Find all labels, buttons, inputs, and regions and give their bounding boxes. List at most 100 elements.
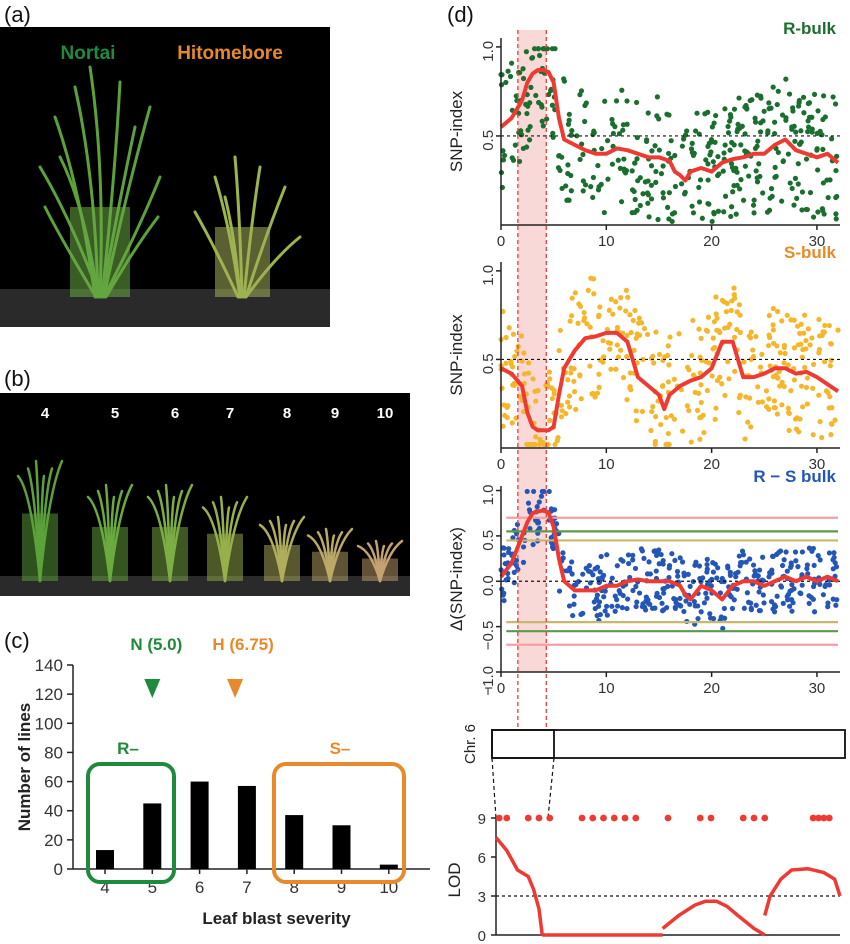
snp-point [568, 370, 574, 376]
snp-point [549, 395, 555, 402]
snp-point [801, 330, 807, 336]
chromosome-label: Chr. 6 [462, 724, 479, 764]
snp-point [798, 128, 804, 134]
snp-point [544, 380, 550, 387]
snp-point [802, 364, 808, 371]
x-tick-label: 20 [703, 456, 720, 473]
snp-point [821, 359, 828, 365]
snp-point [524, 110, 530, 117]
snp-point [704, 387, 710, 394]
snp-point [679, 559, 686, 565]
snp-point [632, 196, 638, 203]
snp-point [728, 307, 734, 314]
snp-point [678, 181, 685, 187]
snp-point [585, 287, 591, 293]
snp-point [750, 202, 757, 208]
snp-point [692, 562, 698, 568]
lod-curve [494, 836, 544, 936]
snp-point [665, 430, 671, 437]
snp-point [726, 118, 733, 124]
snp-point [578, 88, 585, 94]
snp-point [619, 605, 625, 611]
snp-point [614, 603, 621, 609]
snp-point [811, 609, 818, 615]
snp-point [597, 611, 603, 618]
snp-point [696, 326, 702, 332]
snp-point [569, 127, 575, 134]
snp-point [780, 600, 786, 606]
y-tick-label: 1.0 [480, 265, 497, 286]
snp-point [689, 140, 695, 146]
snp-point [696, 199, 703, 205]
photo-b: 4 5 6 7 8 9 10 [0, 393, 410, 596]
snp-point [722, 193, 729, 199]
snp-point [727, 112, 734, 118]
snp-point [763, 388, 770, 394]
snp-point [632, 160, 638, 166]
snp-point [768, 105, 774, 111]
snp-point [592, 566, 598, 572]
severity-label: 10 [377, 405, 394, 422]
snp-point [710, 159, 716, 165]
snp-point [590, 194, 596, 201]
snp-point [661, 585, 667, 592]
x-tick-label: 6 [195, 878, 204, 897]
snp-point [804, 375, 811, 381]
snp-point [599, 145, 605, 152]
snp-point [756, 567, 763, 573]
snp-point [830, 566, 836, 572]
snp-point [796, 97, 802, 104]
snp-point [526, 137, 533, 143]
snp-point [684, 128, 690, 134]
snp-point [581, 309, 587, 316]
snp-point [799, 549, 806, 555]
snp-point [616, 131, 623, 137]
snp-point [759, 577, 765, 583]
snp-point [744, 590, 750, 596]
snp-point [831, 550, 837, 556]
snp-point [541, 46, 547, 52]
snp-point [737, 186, 743, 192]
snp-point [763, 404, 770, 410]
snp-point [653, 329, 659, 335]
snp-point [685, 571, 691, 577]
snp-point [707, 611, 713, 617]
snp-point [688, 439, 694, 445]
snp-point [618, 295, 624, 301]
snp-point [694, 407, 701, 413]
snp-point [580, 571, 586, 577]
snp-point [819, 132, 825, 138]
marker-point [524, 814, 532, 822]
snp-point [607, 346, 613, 352]
snp-point [664, 111, 670, 117]
snp-point [709, 218, 715, 225]
snp-point [644, 331, 651, 338]
y-tick-label: 60 [44, 773, 63, 792]
snp-point [747, 556, 753, 562]
snp-point [834, 597, 840, 603]
soil [0, 576, 410, 596]
h-arrow [227, 679, 244, 698]
snp-point [596, 371, 602, 377]
snp-point [620, 558, 626, 564]
snp-point [820, 116, 826, 123]
snp-point [698, 335, 704, 341]
snp-point [724, 300, 730, 306]
snp-point [666, 563, 673, 569]
snp-point [828, 341, 834, 347]
snp-point [715, 153, 721, 160]
snp-point [803, 384, 810, 391]
snp-point [577, 156, 583, 163]
snp-point [750, 562, 757, 568]
snp-point [779, 402, 785, 408]
snp-point [779, 198, 785, 204]
snp-point [730, 189, 736, 195]
y-axis-label: SNP-index [447, 90, 466, 172]
snp-point [794, 415, 800, 421]
snp-point [560, 550, 566, 556]
snp-point [565, 121, 572, 127]
snp-point [650, 353, 656, 359]
snp-point [666, 150, 672, 157]
snp-point [620, 127, 626, 133]
snp-point [578, 611, 584, 618]
